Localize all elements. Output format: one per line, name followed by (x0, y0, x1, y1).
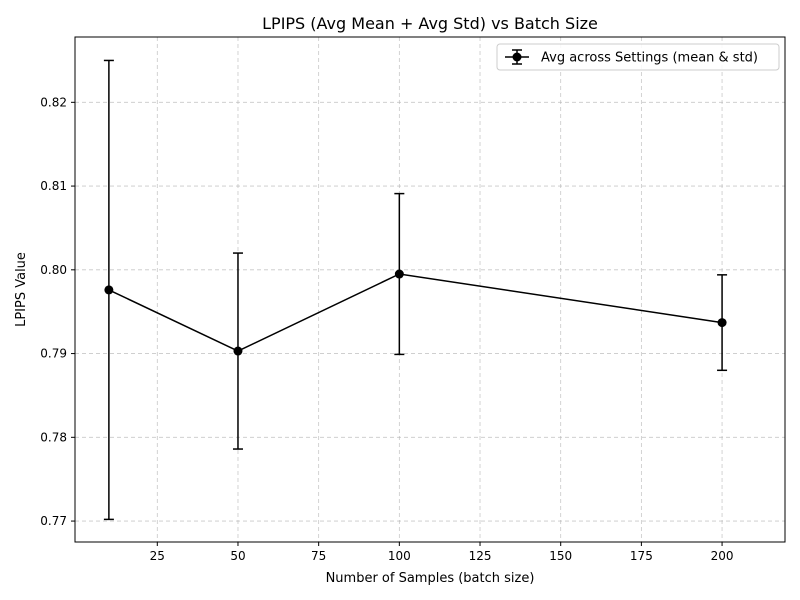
x-tick-label: 125 (469, 549, 492, 563)
y-tick-label: 0.78 (40, 430, 67, 444)
data-point-marker (233, 346, 243, 356)
plot-area-frame (74, 36, 786, 543)
x-tick-label: 200 (711, 549, 734, 563)
y-tick-label: 0.79 (40, 347, 67, 361)
y-tick-label: 0.82 (40, 95, 67, 109)
chart-title: LPIPS (Avg Mean + Avg Std) vs Batch Size (262, 14, 598, 33)
series-line (108, 273, 723, 352)
x-tick-label: 100 (388, 549, 411, 563)
data-points (104, 269, 727, 356)
x-tick-label: 150 (549, 549, 572, 563)
x-axis-ticks: 25 50 75 100 125 150 175 200 (150, 542, 734, 563)
legend: Avg across Settings (mean & std) (496, 43, 780, 71)
x-tick-label: 175 (630, 549, 653, 563)
x-axis-label: Number of Samples (batch size) (326, 571, 535, 586)
x-tick-label: 50 (230, 549, 245, 563)
y-axis-label: LPIPS Value (14, 252, 29, 327)
legend-marker (512, 52, 522, 62)
series-lines (108, 273, 723, 352)
data-point-marker (717, 318, 727, 328)
data-point-marker (104, 285, 114, 295)
y-axis-ticks: 0.77 0.78 0.79 0.80 0.81 0.82 (40, 95, 75, 528)
y-tick-label: 0.81 (40, 179, 67, 193)
legend-entry-label: Avg across Settings (mean & std) (541, 51, 758, 66)
x-tick-label: 25 (150, 549, 165, 563)
legend-box (496, 43, 780, 71)
y-tick-label: 0.80 (40, 263, 67, 277)
data-point-marker (394, 269, 404, 279)
y-tick-label: 0.77 (40, 514, 67, 528)
x-tick-label: 75 (311, 549, 326, 563)
